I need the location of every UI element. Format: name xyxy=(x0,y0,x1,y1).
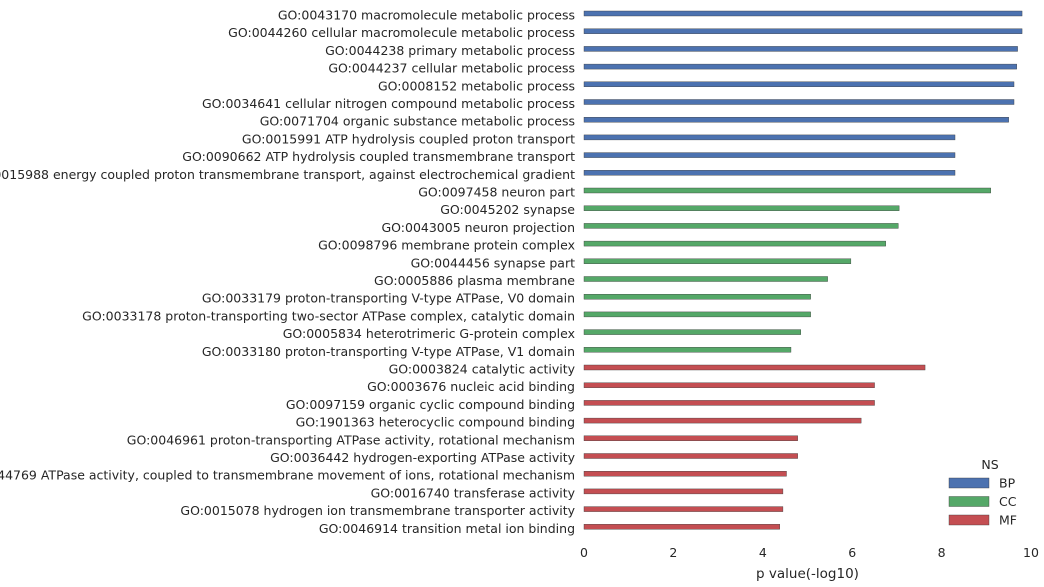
category-label: GO:0015988 energy coupled proton transme… xyxy=(0,167,575,182)
bar-cc xyxy=(583,223,899,229)
category-label: GO:0005886 plasma membrane xyxy=(374,273,575,288)
category-label: GO:0036442 hydrogen-exporting ATPase act… xyxy=(270,450,575,465)
bar-cc xyxy=(583,187,991,194)
x-tick-label: 0 xyxy=(580,545,588,560)
bar-cc xyxy=(583,329,801,335)
bar-mf xyxy=(583,400,875,406)
bar-bp xyxy=(583,152,956,158)
bar-mf xyxy=(583,417,862,424)
x-tick-label: 2 xyxy=(669,545,677,560)
bar-bp xyxy=(583,81,1015,88)
category-label: GO:0008152 metabolic process xyxy=(378,78,575,93)
bar-mf xyxy=(583,382,875,388)
bar-bp xyxy=(583,10,1023,17)
bar-cc xyxy=(583,258,852,264)
category-label: GO:0034641 cellular nitrogen compound me… xyxy=(202,96,575,111)
bar-cc xyxy=(583,294,811,300)
category-label: GO:0033179 proton-transporting V-type AT… xyxy=(202,291,575,306)
bar-mf xyxy=(583,471,787,477)
category-label: GO:0097458 neuron part xyxy=(418,185,575,200)
bar-bp xyxy=(583,28,1023,34)
bar-bp xyxy=(583,116,1009,123)
legend-swatch-cc xyxy=(948,496,990,507)
x-tick-label: 10 xyxy=(1023,545,1039,560)
category-label: GO:0097159 organic cyclic compound bindi… xyxy=(286,397,575,412)
legend-swatch-mf xyxy=(948,514,990,526)
category-label: GO:0043005 neuron projection xyxy=(381,220,575,235)
bar-cc xyxy=(583,276,828,282)
category-label: GO:0071704 organic substance metabolic p… xyxy=(260,114,575,129)
category-label: GO:0003676 nucleic acid binding xyxy=(367,379,575,394)
x-axis-title: p value(-log10) xyxy=(756,566,859,582)
legend-swatch-bp xyxy=(948,477,990,489)
x-tick-label: 4 xyxy=(759,545,767,560)
category-label: GO:0044237 cellular metabolic process xyxy=(328,61,575,76)
bar-bp xyxy=(583,99,1015,105)
bar-mf xyxy=(583,488,784,495)
category-label: GO:0015991 ATP hydrolysis coupled proton… xyxy=(242,131,575,146)
x-tick-label: 6 xyxy=(848,545,856,560)
bar-bp xyxy=(583,134,956,141)
bar-bp xyxy=(583,170,956,176)
bar-bp xyxy=(583,46,1018,52)
category-label: GO:0044260 cellular macromolecule metabo… xyxy=(228,25,575,40)
x-tick-label: 8 xyxy=(938,545,946,560)
category-label: GO:0045202 synapse xyxy=(440,202,575,217)
category-label: GO:0046914 transition metal ion binding xyxy=(319,521,575,536)
category-label: GO:0005834 heterotrimeric G-protein comp… xyxy=(283,326,575,341)
category-label: GO:0033180 proton-transporting V-type AT… xyxy=(202,344,575,359)
legend-label-bp: BP xyxy=(999,476,1016,491)
legend-label-mf: MF xyxy=(999,513,1017,528)
bar-mf xyxy=(583,524,780,530)
bar-cc xyxy=(583,240,886,247)
bar-cc xyxy=(583,311,811,318)
category-label: GO:0016740 transferase activity xyxy=(371,485,576,500)
bars-group xyxy=(583,10,1023,530)
bar-bp xyxy=(583,63,1017,70)
category-label: GO:0090662 ATP hydrolysis coupled transm… xyxy=(182,149,575,164)
bar-mf xyxy=(583,435,798,441)
legend-title: NS xyxy=(981,457,998,472)
x-ticks-group: 0 2 4 6 8 10 xyxy=(580,545,1039,560)
category-label: GO:0003824 catalytic activity xyxy=(389,362,576,377)
legend: NS BP CC MF xyxy=(948,457,1017,528)
category-label: GO:0033178 proton-transporting two-secto… xyxy=(82,308,575,323)
category-label: GO:0044456 synapse part xyxy=(411,255,575,270)
bar-cc xyxy=(583,205,900,211)
bar-mf xyxy=(583,364,926,371)
bar-mf xyxy=(583,506,784,512)
category-labels-group: GO:0043170 macromolecule metabolic proce… xyxy=(0,8,576,536)
category-label: GO:0015078 hydrogen ion transmembrane tr… xyxy=(180,503,575,518)
category-label: GO:1901363 heterocyclic compound binding xyxy=(296,415,575,430)
category-label: GO:0043170 macromolecule metabolic proce… xyxy=(278,8,575,23)
bar-mf xyxy=(583,453,798,459)
legend-label-cc: CC xyxy=(999,494,1017,509)
bar-cc xyxy=(583,347,792,353)
category-label: GO:0044238 primary metabolic process xyxy=(325,43,575,58)
category-label: GO:0044769 ATPase activity, coupled to t… xyxy=(0,468,575,483)
category-label: GO:0098796 membrane protein complex xyxy=(318,238,575,253)
category-label: GO:0046961 proton-transporting ATPase ac… xyxy=(127,432,575,447)
